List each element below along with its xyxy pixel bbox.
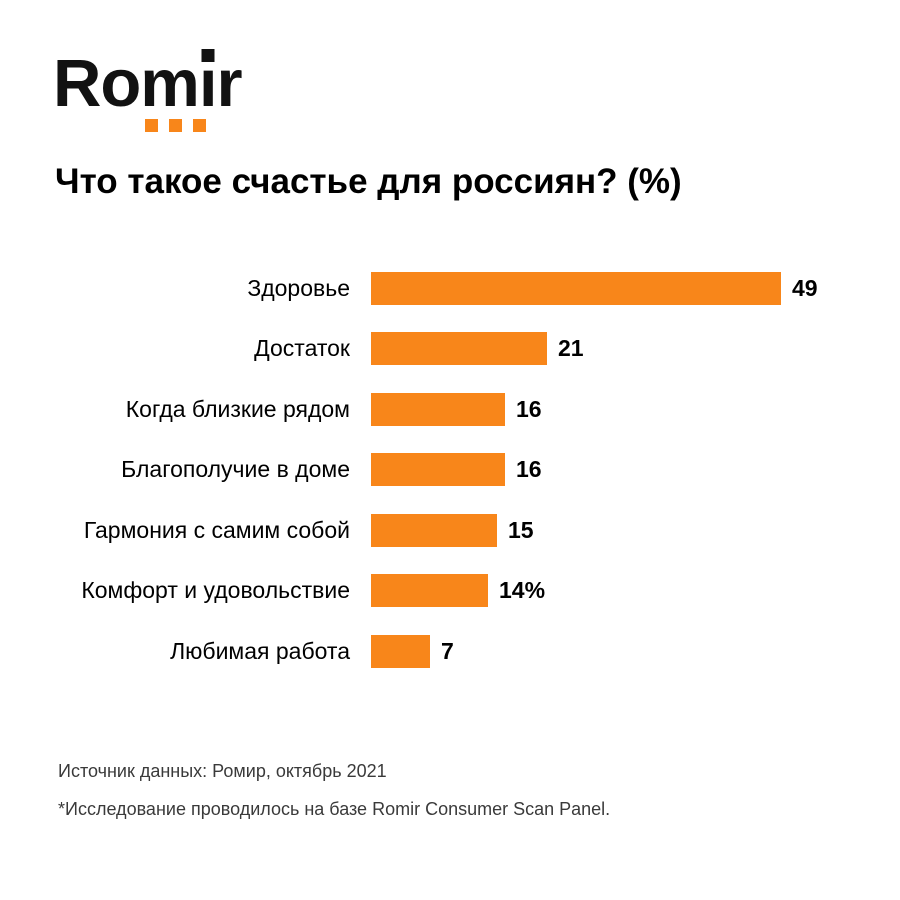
bar — [371, 634, 430, 668]
footer: Источник данных: Ромир, октябрь 2021 *Ис… — [58, 761, 610, 820]
value-label: 7 — [441, 637, 454, 664]
bar — [371, 574, 488, 608]
bar — [371, 453, 505, 487]
logo-i-stem: ı — [198, 46, 218, 121]
logo-accent-square-icon — [193, 119, 206, 132]
category-label: Гармония с самим собой — [83, 516, 350, 543]
category-label: Здоровье — [247, 274, 350, 301]
chart-row: Любимая работа 7 — [40, 621, 860, 682]
romir-logo: Rom ır — [53, 48, 293, 143]
chart-row: Достаток 21 — [40, 319, 860, 380]
logo-accent-square-icon — [169, 119, 182, 132]
footnote-text: *Исследование проводилось на базе Romir … — [58, 799, 611, 819]
bar — [371, 271, 781, 305]
category-label: Когда близкие рядом — [125, 395, 350, 422]
value-label: 21 — [558, 335, 584, 362]
logo-letter-i: ı — [199, 49, 217, 117]
bar-chart: Здоровье 49 Достаток 21 Когда близкие ря… — [40, 258, 860, 682]
value-label: 14% — [499, 577, 546, 604]
category-label: Достаток — [254, 335, 350, 362]
chart-row: Когда близкие рядом 16 — [40, 379, 860, 440]
logo-accent-squares — [145, 119, 206, 132]
bar — [371, 332, 547, 366]
value-label: 49 — [792, 274, 818, 301]
logo-text-rom: Rom — [53, 46, 200, 121]
bar — [371, 513, 497, 547]
chart-row: Благополучие в доме 16 — [40, 440, 860, 501]
chart-row: Гармония с самим собой 15 — [40, 500, 860, 561]
page-title: Что такое счастье для россиян? (%) — [55, 162, 682, 201]
chart-row: Здоровье 49 — [40, 258, 860, 319]
chart-row: Комфорт и удовольствие 14% — [40, 561, 860, 622]
value-label: 16 — [516, 395, 542, 422]
value-label: 16 — [516, 456, 542, 483]
logo-text-r: r — [216, 46, 243, 121]
value-label: 15 — [508, 516, 534, 543]
bar — [371, 392, 505, 426]
category-label: Благополучие в доме — [121, 456, 350, 483]
romir-logo-text: Rom ır — [53, 49, 243, 117]
square-i-dot — [201, 49, 215, 62]
category-label: Комфорт и удовольствие — [81, 577, 350, 604]
category-label: Любимая работа — [170, 637, 350, 664]
logo-accent-square-icon — [145, 119, 158, 132]
data-source-text: Источник данных: Ромир, октябрь 2021 — [58, 761, 387, 781]
